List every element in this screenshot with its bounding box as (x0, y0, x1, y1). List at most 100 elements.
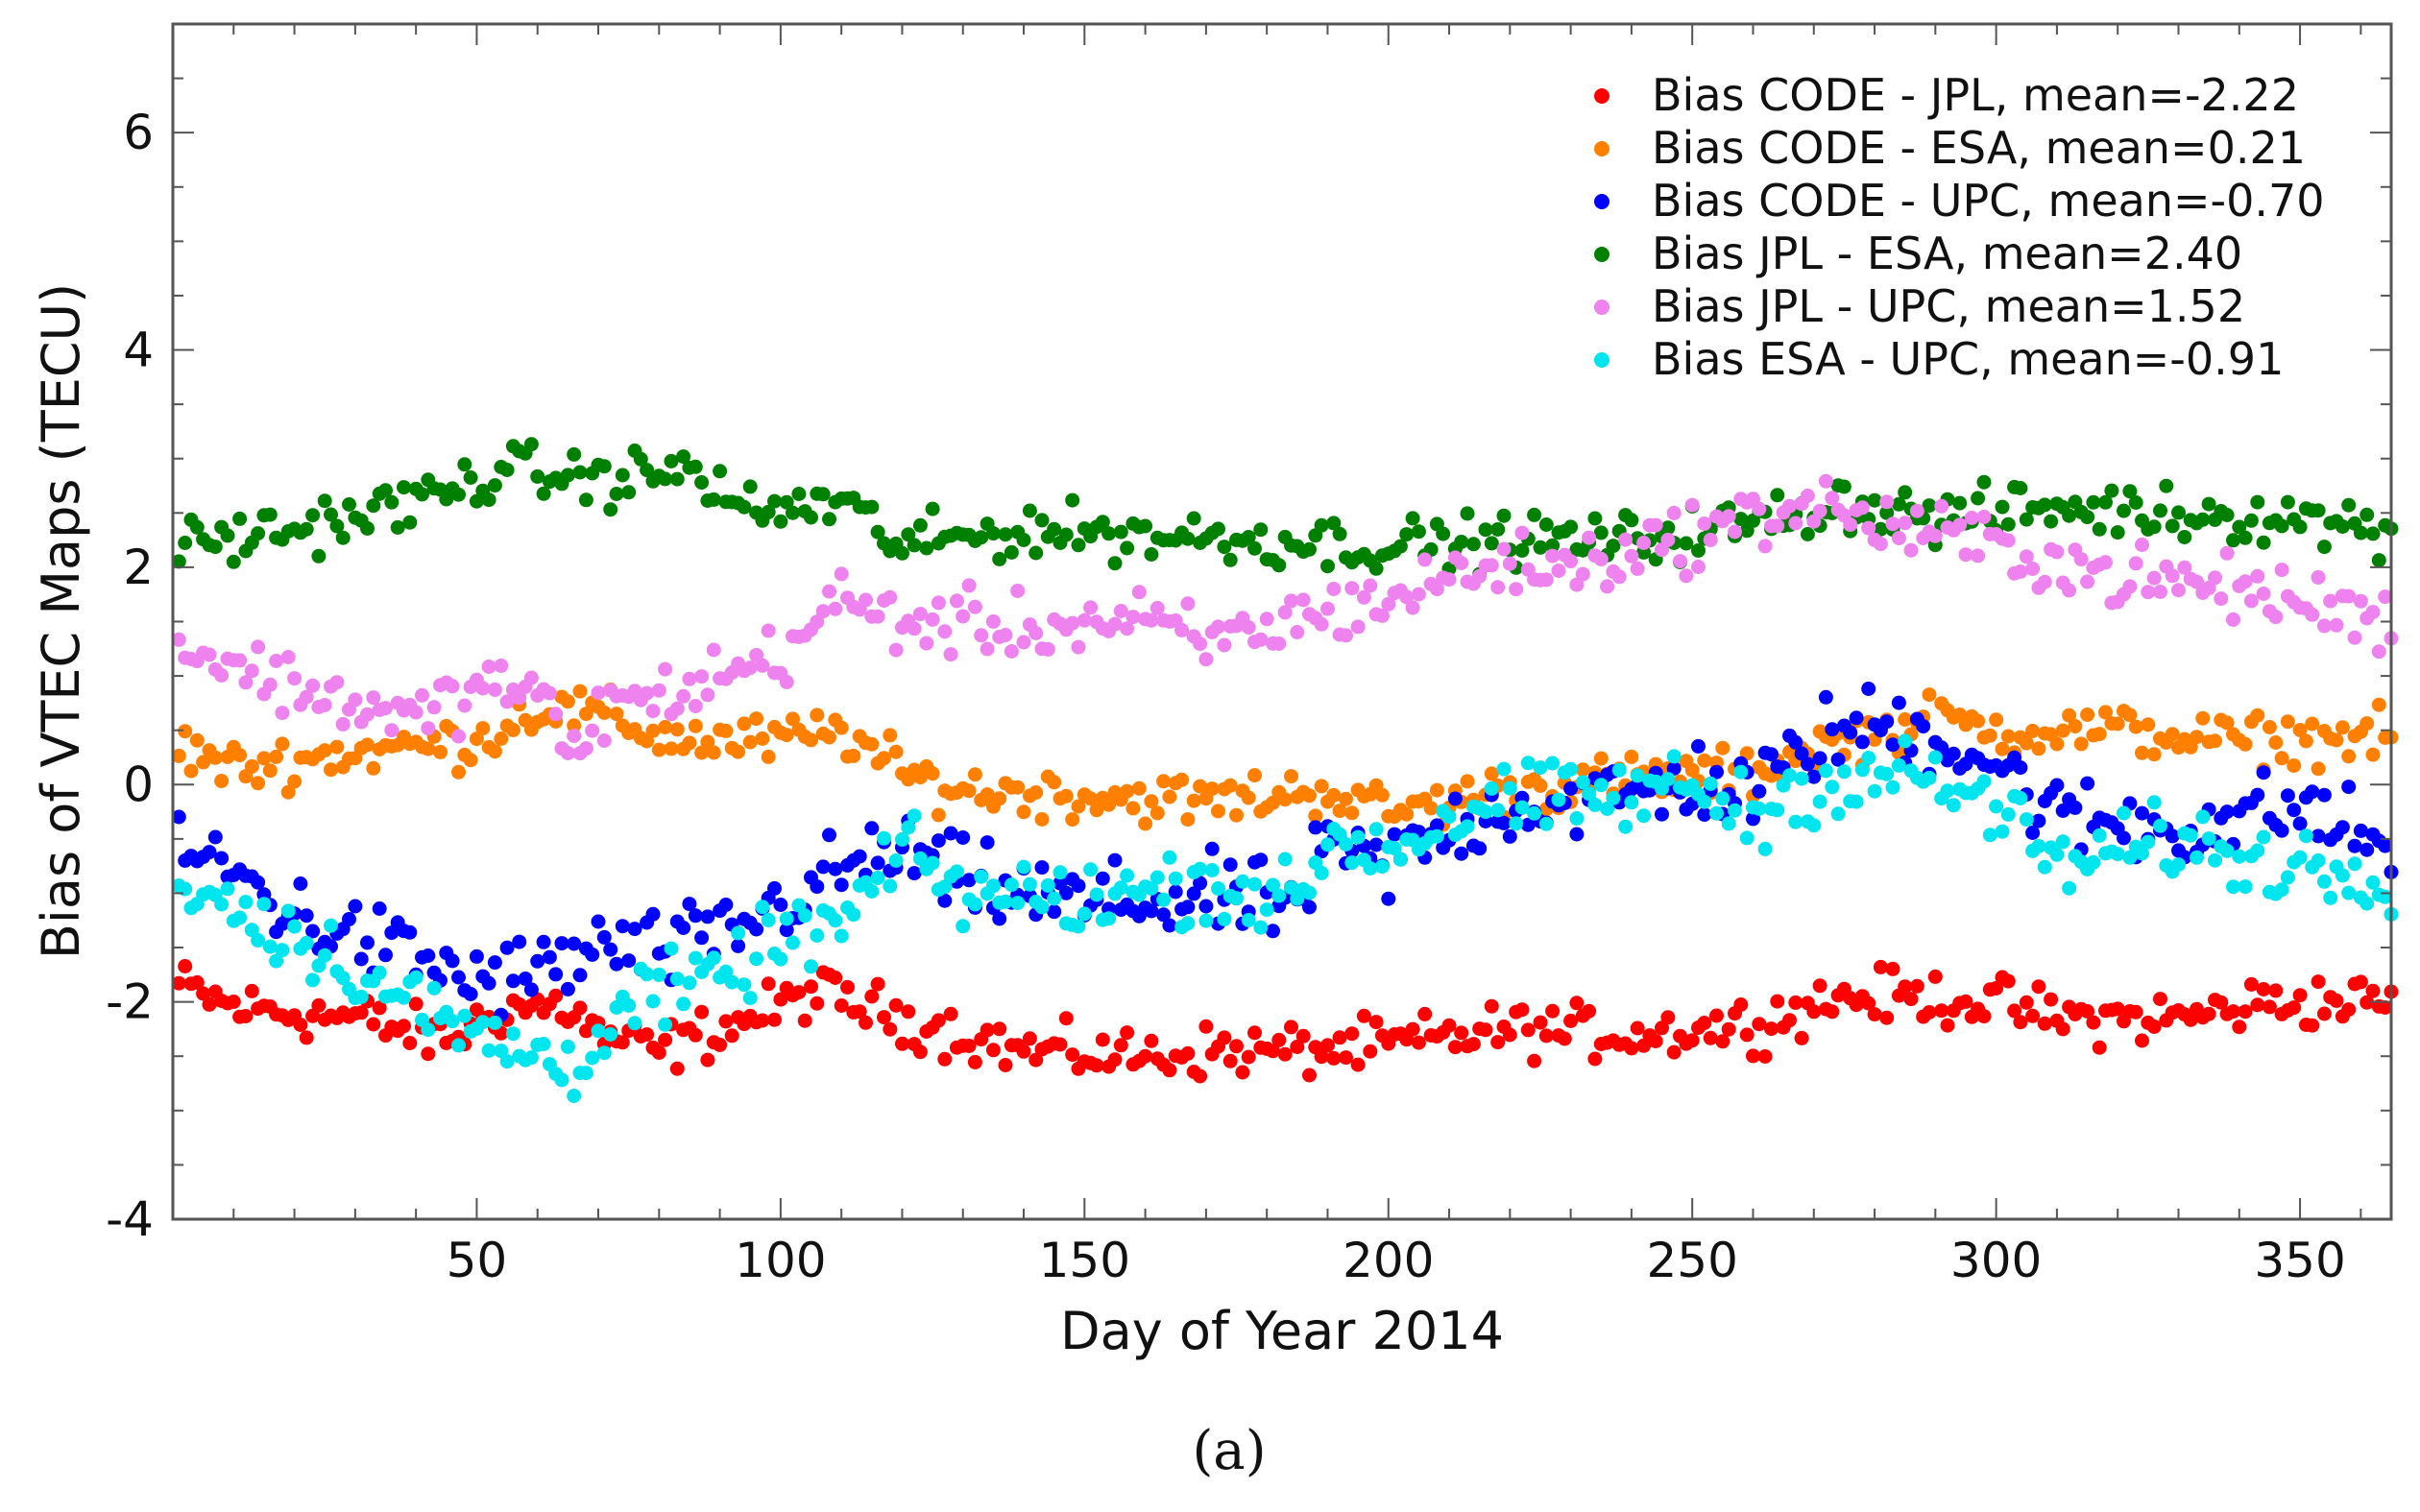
data-point (1429, 828, 1444, 844)
data-point (1392, 852, 1408, 867)
data-point (262, 939, 278, 954)
data-point (603, 502, 618, 517)
data-point (348, 899, 363, 914)
data-point (2250, 708, 2265, 723)
data-point (992, 551, 1007, 566)
data-point (1339, 791, 1353, 806)
data-point (499, 940, 515, 955)
data-point (1478, 522, 1493, 538)
data-point (1916, 719, 1931, 733)
data-point (1703, 776, 1718, 791)
data-point (1514, 542, 1530, 558)
data-point (2135, 538, 2149, 552)
data-point (1131, 585, 1147, 600)
data-point (980, 641, 995, 657)
data-point (2025, 1008, 2041, 1023)
data-point (676, 921, 691, 935)
data-point (1460, 506, 1475, 521)
data-point (293, 1018, 308, 1032)
data-point (1757, 1049, 1773, 1064)
data-point (2153, 503, 2167, 518)
data-point (1557, 1031, 1572, 1046)
data-point (980, 1022, 995, 1038)
data-point (585, 1050, 600, 1066)
data-point (834, 928, 849, 944)
data-point (2013, 791, 2028, 805)
data-point (1222, 857, 1238, 873)
data-point (1186, 886, 1201, 901)
legend-marker (1594, 88, 1609, 104)
data-point (724, 974, 739, 990)
data-point (773, 992, 788, 1007)
data-point (1666, 761, 1682, 776)
data-point (1879, 494, 1895, 510)
data-point (1436, 526, 1451, 541)
data-point (1879, 766, 1895, 781)
data-point (2201, 496, 2216, 512)
data-point (931, 807, 946, 823)
data-point (505, 973, 520, 989)
data-point (822, 584, 836, 599)
data-point (713, 464, 728, 479)
data-point (2316, 618, 2332, 634)
data-point (1454, 1025, 1469, 1041)
data-point (1569, 811, 1585, 826)
data-point (2049, 847, 2065, 862)
data-point (317, 698, 332, 712)
data-point (548, 988, 564, 1003)
data-point (2232, 1020, 2247, 1035)
data-point (1083, 600, 1099, 615)
data-point (1909, 978, 1924, 994)
data-point (985, 526, 1001, 541)
y-tick-label: -2 (106, 974, 154, 1030)
data-point (1320, 1038, 1335, 1053)
data-point (2353, 823, 2368, 838)
data-point (2292, 723, 2308, 737)
data-point (870, 871, 885, 885)
data-point (1484, 536, 1499, 551)
data-point (1660, 532, 1676, 547)
data-point (214, 851, 230, 866)
data-point (1271, 636, 1287, 651)
data-point (864, 884, 880, 899)
data-point (1794, 1030, 1809, 1045)
data-point (2062, 508, 2077, 523)
data-point (305, 972, 321, 988)
data-point (985, 613, 1001, 629)
data-point (202, 647, 217, 662)
data-point (1193, 779, 1208, 794)
data-point (1271, 1032, 1287, 1047)
data-point (1107, 852, 1123, 868)
data-point (767, 493, 782, 509)
data-point (251, 776, 266, 791)
data-point (2311, 569, 2326, 585)
data-point (767, 880, 782, 896)
data-point (1374, 787, 1390, 803)
data-point (1077, 906, 1092, 922)
data-point (244, 663, 259, 679)
data-point (1684, 1033, 1700, 1048)
data-point (1423, 801, 1439, 816)
data-point (275, 736, 290, 752)
data-point (1211, 521, 1225, 537)
data-point (1241, 913, 1256, 927)
data-point (742, 479, 758, 494)
data-point (1198, 899, 1214, 914)
data-point (1922, 1005, 1937, 1020)
data-point (2098, 705, 2113, 720)
data-point (664, 453, 679, 468)
data-point (834, 566, 849, 582)
data-point (299, 689, 314, 705)
data-point (305, 924, 321, 939)
data-point (1266, 877, 1280, 893)
data-point (1825, 780, 1840, 795)
data-point (688, 718, 703, 733)
data-point (554, 1072, 569, 1088)
data-point (1198, 1019, 1214, 1034)
data-point (974, 530, 989, 545)
data-point (640, 463, 655, 478)
data-point (1040, 877, 1055, 893)
data-point (1217, 1030, 1232, 1045)
data-point (2316, 1006, 2332, 1021)
data-point (397, 990, 411, 1005)
